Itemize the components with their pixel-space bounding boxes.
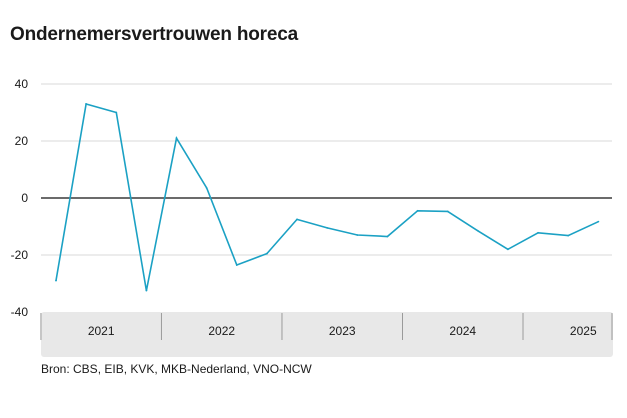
data-point [55,279,57,282]
data-point [537,231,539,234]
y-tick-label: 20 [15,134,29,148]
x-tick-label: 2025 [570,324,597,338]
data-point [326,227,329,229]
y-tick-label: -40 [11,305,29,319]
data-point [85,103,88,105]
x-tick-label: 2021 [88,324,115,338]
y-tick-label: -20 [11,248,29,262]
data-point [416,209,419,212]
data-point [446,210,449,213]
data-point [266,252,268,255]
data-point [115,111,118,114]
y-tick-labels: 40 20 0 -20 -40 [11,77,29,319]
x-axis: 2021 2022 2023 2024 2025 [40,313,613,340]
data-point [235,264,238,266]
x-tick-label: 2023 [329,324,356,338]
y-tick-label: 0 [21,191,28,205]
grid-lines [41,83,612,256]
data-point [356,234,359,236]
data-point [386,235,389,238]
data-point [507,248,509,251]
x-axis-band [41,312,613,357]
x-tick-label: 2022 [208,324,235,338]
chart-title: Ondernemersvertrouwen horeca [10,24,298,45]
data-point [175,137,178,140]
data-point [205,187,208,189]
data-point [296,218,298,221]
data-point [145,289,148,292]
x-tick-label: 2024 [449,324,476,338]
data-point [567,234,570,237]
data-point [476,229,479,232]
source-note: Bron: CBS, EIB, KVK, MKB-Nederland, VNO-… [41,362,312,376]
data-point [597,220,600,223]
y-tick-label: 40 [15,77,29,91]
series-layer [55,102,600,292]
